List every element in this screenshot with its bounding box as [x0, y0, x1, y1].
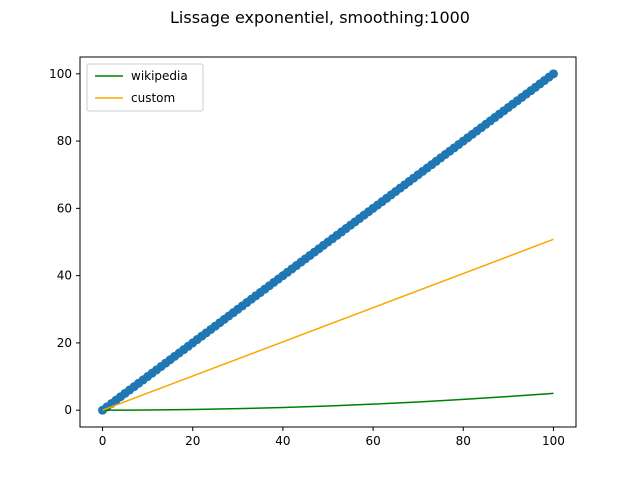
legend-label-wikipedia: wikipedia [131, 69, 188, 83]
y-tick-label: 80 [57, 134, 72, 148]
legend: wikipedia custom [86, 63, 204, 112]
legend-label-custom: custom [131, 91, 175, 105]
x-tick-label: 0 [99, 434, 107, 448]
series-line-wikipedia [102, 392, 554, 411]
plot-area [98, 69, 558, 415]
x-tick-label: 60 [365, 434, 380, 448]
x-tick-label: 100 [542, 434, 565, 448]
x-tick-label: 20 [185, 434, 200, 448]
y-tick-label: 40 [57, 269, 72, 283]
axes-frame [79, 56, 577, 428]
x-tick-label: 40 [275, 434, 290, 448]
y-tick-label: 20 [57, 336, 72, 350]
series-line-custom [102, 238, 554, 411]
x-tick-label: 80 [456, 434, 471, 448]
y-tick-label: 100 [49, 67, 72, 81]
chart-title: Lissage exponentiel, smoothing:1000 [170, 8, 470, 27]
raw-data-point [548, 69, 558, 79]
y-tick-label: 0 [64, 403, 72, 417]
axis-ticks: 0 20 40 60 80 100 0 20 40 60 80 100 [49, 67, 565, 448]
y-tick-label: 60 [57, 201, 72, 215]
